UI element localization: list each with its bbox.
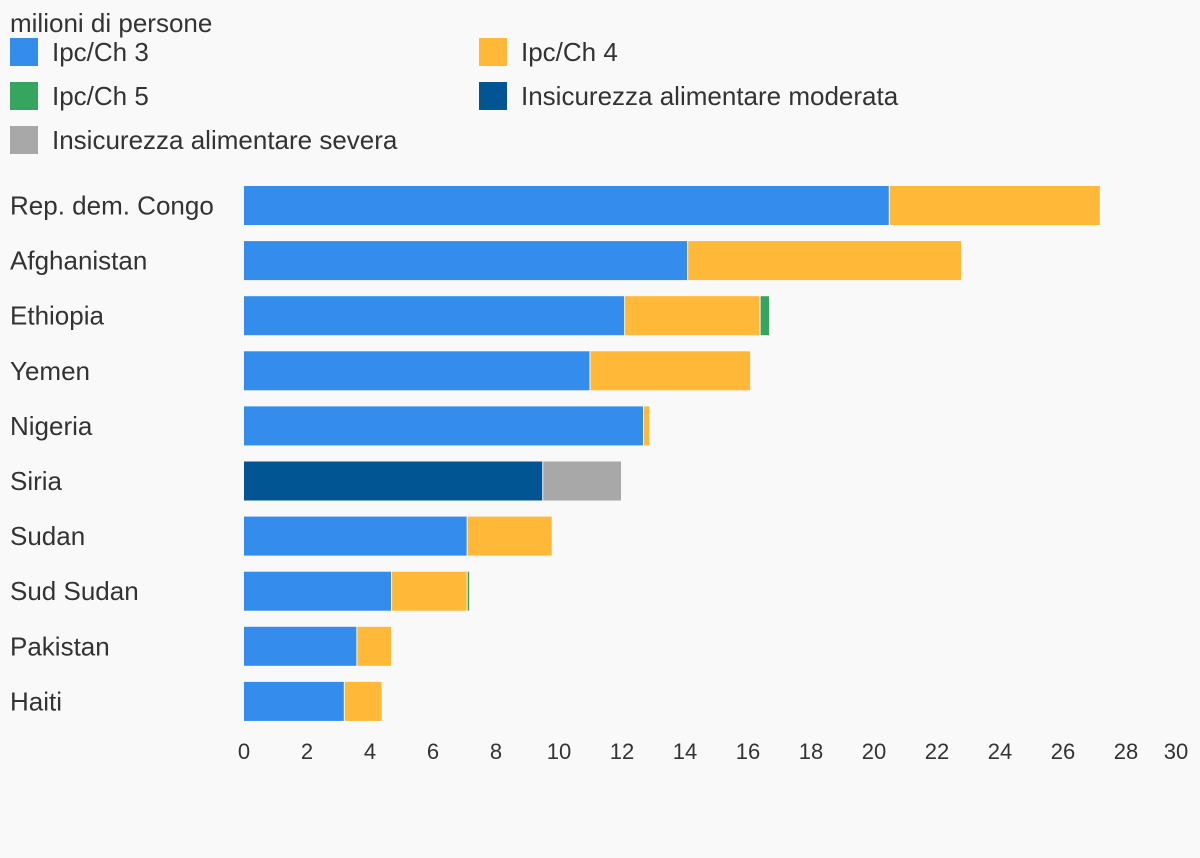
bar-segment [590,351,751,391]
category-label: Haiti [10,686,62,716]
legend-item-moderata[interactable]: Insicurezza alimentare moderata [479,82,948,110]
x-tick-label: 18 [799,739,823,764]
legend-swatch [10,82,38,110]
legend-item-ipc4[interactable]: Ipc/Ch 4 [479,38,948,66]
bar-segment [244,516,467,556]
legend-label: Ipc/Ch 5 [52,81,149,111]
bar-segment [244,626,357,666]
category-label: Rep. dem. Congo [10,191,214,221]
x-tick-label: 2 [301,739,313,764]
x-tick-label: 26 [1051,739,1075,764]
bar-segment [357,626,392,666]
x-tick-label: 30 [1164,739,1188,764]
legend-item-severa[interactable]: Insicurezza alimentare severa [10,126,479,154]
bar-segment [244,571,392,611]
x-tick-label: 22 [925,739,949,764]
unit-label: milioni di persone [10,8,213,38]
category-label: Nigeria [10,411,93,441]
x-tick-label: 6 [427,739,439,764]
bar-segment [760,296,770,336]
legend-item-ipc3[interactable]: Ipc/Ch 3 [10,38,479,66]
category-label: Afghanistan [10,246,147,276]
x-tick-label: 20 [862,739,886,764]
bar-segment [244,681,344,721]
x-tick-label: 0 [238,739,250,764]
bar-segment [244,296,625,336]
legend-swatch [479,82,507,110]
legend-swatch [10,38,38,66]
bar-segment [244,461,543,501]
legend: Ipc/Ch 3 Ipc/Ch 4 Ipc/Ch 5 Insicurezza a… [10,38,1010,154]
bar-segment [244,241,688,281]
x-tick-label: 28 [1114,739,1138,764]
x-tick-label: 8 [490,739,502,764]
bar-segment [467,516,552,556]
x-tick-label: 16 [736,739,760,764]
legend-swatch [10,126,38,154]
bar-segment [889,186,1100,225]
legend-label: Insicurezza alimentare severa [52,125,398,155]
legend-label: Insicurezza alimentare moderata [521,81,899,111]
bar-segment [244,351,590,391]
category-label: Sud Sudan [10,576,139,606]
category-label: Pakistan [10,631,110,661]
x-tick-label: 10 [547,739,571,764]
x-tick-label: 4 [364,739,376,764]
bar-segment [625,296,760,336]
bar-segment [543,461,621,501]
category-label: Yemen [10,356,90,386]
bar-segment [392,571,467,611]
bar-segment [688,241,962,281]
bar-segment [344,681,382,721]
x-tick-label: 12 [610,739,634,764]
legend-label: Ipc/Ch 3 [52,37,149,67]
category-label: Ethiopia [10,301,104,331]
category-label: Siria [10,466,63,496]
bar-segment [644,406,650,446]
legend-item-ipc5[interactable]: Ipc/Ch 5 [10,82,479,110]
category-label: Sudan [10,521,85,551]
legend-swatch [479,38,507,66]
bar-segment [467,571,470,611]
bar-segment [244,186,889,225]
bar-segment [244,406,644,446]
x-tick-label: 24 [988,739,1012,764]
legend-label: Ipc/Ch 4 [521,37,618,67]
x-tick-label: 14 [673,739,697,764]
